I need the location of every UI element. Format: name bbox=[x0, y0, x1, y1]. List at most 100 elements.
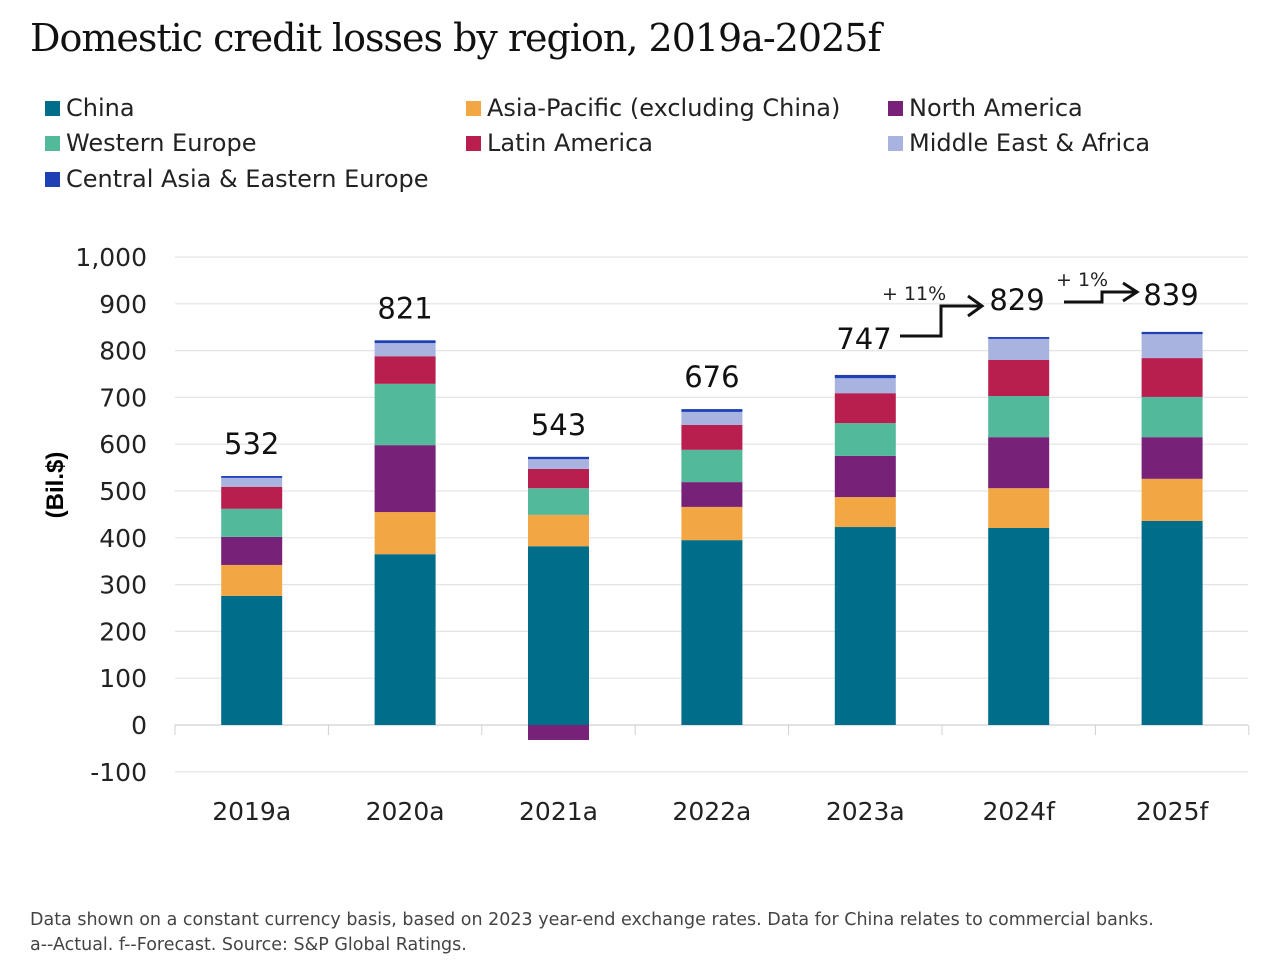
legend-latin-america: Latin America bbox=[466, 129, 653, 157]
legend-label: North America bbox=[909, 94, 1083, 122]
bar-segment bbox=[681, 482, 743, 507]
legend-north-america: North America bbox=[888, 94, 1083, 122]
bar-segment bbox=[681, 449, 743, 483]
legend-western-europe: Western Europe bbox=[45, 129, 256, 157]
y-axis-label: (Bil.$) bbox=[42, 452, 69, 519]
bar-segment bbox=[988, 359, 1050, 396]
legend-label: China bbox=[66, 94, 135, 122]
bar-segment bbox=[834, 374, 896, 379]
bar-segment bbox=[988, 488, 1050, 528]
footnote: Data shown on a constant currency basis,… bbox=[30, 908, 1154, 958]
y-tick-label: 900 bbox=[99, 290, 147, 319]
bar-segment bbox=[221, 595, 283, 725]
bar-segment bbox=[681, 411, 743, 426]
total-label: 676 bbox=[684, 360, 739, 394]
y-tick-label: 400 bbox=[99, 524, 147, 553]
legend-swatch bbox=[888, 100, 903, 116]
total-label: 829 bbox=[989, 283, 1044, 317]
arrow-icon bbox=[1064, 290, 1135, 304]
bar-segment bbox=[528, 514, 589, 547]
legend-label: Western Europe bbox=[66, 129, 257, 157]
legend-label: Central Asia & Eastern Europe bbox=[66, 165, 429, 193]
x-tick-label: 2022a bbox=[672, 797, 751, 826]
bar-segment bbox=[374, 512, 436, 555]
bar-segment bbox=[374, 383, 436, 446]
legend-swatch bbox=[45, 171, 60, 187]
total-label: 532 bbox=[224, 427, 279, 461]
bar-segment bbox=[1141, 437, 1203, 479]
bar-segment bbox=[681, 540, 743, 725]
legend-swatch bbox=[466, 100, 481, 116]
legend-swatch bbox=[888, 135, 903, 151]
bar-segment bbox=[834, 497, 896, 528]
legend-china: China bbox=[45, 94, 135, 122]
bar-segment bbox=[834, 527, 896, 725]
legend-swatch bbox=[466, 135, 481, 151]
bar-segment bbox=[988, 337, 1050, 339]
arrowhead-icon bbox=[1122, 281, 1140, 303]
bar-segment bbox=[221, 536, 283, 565]
bar-segment bbox=[834, 423, 896, 456]
bar-segment bbox=[681, 506, 743, 541]
x-tick-label: 2021a bbox=[519, 797, 598, 826]
x-tick-label: 2019a bbox=[212, 797, 291, 826]
x-tick-label: 2025f bbox=[1136, 797, 1210, 826]
arrow-icon bbox=[900, 304, 980, 338]
chart-title: Domestic credit losses by region, 2019a-… bbox=[30, 16, 882, 60]
bar-segment bbox=[528, 459, 589, 470]
bar-segment bbox=[374, 340, 436, 344]
legend-central-asia: Central Asia & Eastern Europe bbox=[45, 165, 429, 193]
bar-segment bbox=[221, 476, 283, 478]
bar-segment bbox=[374, 554, 436, 725]
bar-segment bbox=[1141, 358, 1203, 397]
bar-segment bbox=[1141, 396, 1203, 438]
bar-segment bbox=[1141, 334, 1203, 359]
bar-segment bbox=[834, 455, 896, 498]
x-tick-label: 2020a bbox=[366, 797, 445, 826]
bar-segment bbox=[834, 393, 896, 424]
y-tick-label: 200 bbox=[99, 617, 147, 646]
x-tick-label: 2023a bbox=[826, 797, 905, 826]
y-tick-label: 600 bbox=[99, 430, 147, 459]
growth-annotation-2024: + 11% + 1% bbox=[882, 269, 1140, 338]
legend-label: Middle East & Africa bbox=[909, 129, 1151, 157]
bar-segment bbox=[221, 508, 283, 537]
bar-segment bbox=[988, 527, 1050, 725]
arrowhead-icon bbox=[967, 294, 985, 318]
legend-label: Asia-Pacific (excluding China) bbox=[487, 94, 841, 122]
bar-segment bbox=[221, 477, 283, 487]
bar-segment bbox=[988, 338, 1050, 360]
bar-segment bbox=[528, 469, 589, 489]
bar-segment bbox=[1141, 478, 1203, 521]
bar-segment bbox=[221, 486, 283, 509]
y-tick-label: 300 bbox=[99, 571, 147, 600]
x-tick-label: 2024f bbox=[982, 797, 1056, 826]
annotation-label: + 11% bbox=[882, 283, 946, 305]
footnote-line: a--Actual. f--Forecast. Source: S&P Glob… bbox=[30, 935, 467, 955]
total-label: 543 bbox=[531, 408, 586, 442]
bar-segment bbox=[528, 546, 589, 725]
y-tick-label: 100 bbox=[99, 664, 147, 693]
annotation-label: + 1% bbox=[1056, 269, 1108, 291]
legend-swatch bbox=[45, 135, 60, 151]
bar-segment bbox=[988, 437, 1050, 489]
bar-segment bbox=[374, 356, 436, 384]
bar-segment bbox=[374, 445, 436, 513]
bar-segment bbox=[221, 564, 283, 596]
bar-segment bbox=[528, 488, 589, 515]
bar-segment bbox=[988, 395, 1050, 438]
bar-segment bbox=[1141, 520, 1203, 725]
total-label: 821 bbox=[377, 291, 432, 325]
y-tick-label: 1,000 bbox=[75, 243, 147, 272]
y-tick-label: 700 bbox=[99, 383, 147, 412]
y-tick-label: 0 bbox=[131, 711, 147, 740]
legend-middle-east-africa: Middle East & Africa bbox=[888, 129, 1150, 157]
bar-segment bbox=[681, 425, 743, 450]
bar-segment bbox=[528, 456, 589, 460]
bar-segment bbox=[374, 343, 436, 357]
bar-segment bbox=[834, 378, 896, 394]
bar-segment bbox=[681, 409, 743, 412]
y-tick-label: 800 bbox=[99, 337, 147, 366]
footnote-line: Data shown on a constant currency basis,… bbox=[30, 910, 1154, 930]
bar-segment bbox=[528, 725, 589, 740]
